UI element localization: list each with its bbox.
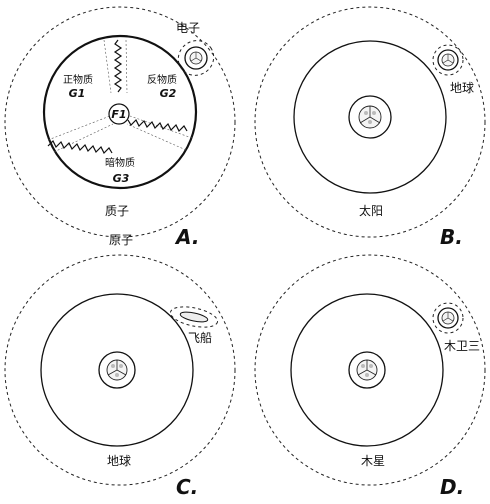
earth-core-icon: [441, 53, 455, 67]
g3-name: 暗物质: [105, 156, 135, 169]
earth-center-label: 地球: [107, 454, 131, 468]
electron-label: 电子: [176, 21, 200, 35]
earth-center-core-icon: [106, 359, 128, 381]
f1-core: [108, 103, 130, 125]
panel-a-letter: A.: [174, 225, 199, 249]
proton-circle: [42, 34, 198, 190]
sun-label: 太阳: [359, 203, 383, 218]
g3-tag: G3: [113, 172, 130, 185]
earth-halo: [432, 44, 464, 76]
sector-boundary-g2-g3: [126, 115, 193, 151]
g1-name: 正物质: [63, 73, 93, 86]
jupiter-orbit-circle: [290, 293, 444, 447]
earth-label: 地球: [450, 81, 474, 95]
gluon-line-top: [113, 39, 123, 93]
solar-system-boundary: [254, 6, 486, 238]
panel-a: F1 正物质 G1 反物质 G2 暗物质 G3 电子 质子 原子 A.: [4, 6, 236, 249]
atom-label: 原子: [109, 233, 133, 247]
panel-c: 飞船 地球 C.: [4, 254, 236, 499]
ganymede-ring: [437, 307, 459, 329]
panel-d-letter: D.: [440, 475, 464, 499]
g2-name: 反物质: [147, 73, 177, 86]
panel-c-letter: C.: [176, 475, 198, 499]
electron-ring: [184, 46, 208, 70]
g2-tag: G2: [160, 87, 177, 100]
earth-ring: [437, 49, 459, 71]
jovian-system-boundary: [254, 254, 486, 486]
electron-halo: [177, 40, 215, 76]
earth-system-boundary: [4, 254, 236, 486]
gluon-line-right: [127, 118, 188, 133]
panel-b-letter: B.: [440, 225, 463, 249]
jupiter-label: 木星: [361, 454, 385, 468]
ganymede-halo: [432, 302, 464, 334]
spacecraft-halo: [169, 306, 219, 328]
f1-label: F1: [111, 108, 126, 121]
sector-boundary-g1-g2: [103, 39, 128, 94]
gluon-line-left: [47, 139, 113, 155]
sun-orbit-circle: [293, 40, 447, 194]
jupiter-body: [348, 351, 386, 389]
proton-label: 质子: [105, 204, 129, 218]
panel-b: 地球 太阳 B.: [254, 6, 486, 249]
g1-tag: G1: [69, 87, 86, 100]
sector-boundary-g1-g3: [47, 115, 114, 153]
spacecraft-label: 飞船: [188, 331, 212, 345]
ganymede-core-icon: [441, 311, 455, 325]
electron-core-icon: [189, 51, 203, 65]
jupiter-core-icon: [356, 359, 378, 381]
ganymede-label: 木卫三: [444, 339, 480, 353]
sun-body: [348, 95, 392, 139]
panel-d: 木卫三 木星 D.: [254, 254, 486, 499]
atom-boundary: [4, 6, 236, 238]
earth-orbit-circle: [40, 293, 194, 447]
earth-body: [98, 351, 136, 389]
sun-core-icon: [358, 105, 382, 129]
spacecraft-icon: [179, 311, 209, 323]
